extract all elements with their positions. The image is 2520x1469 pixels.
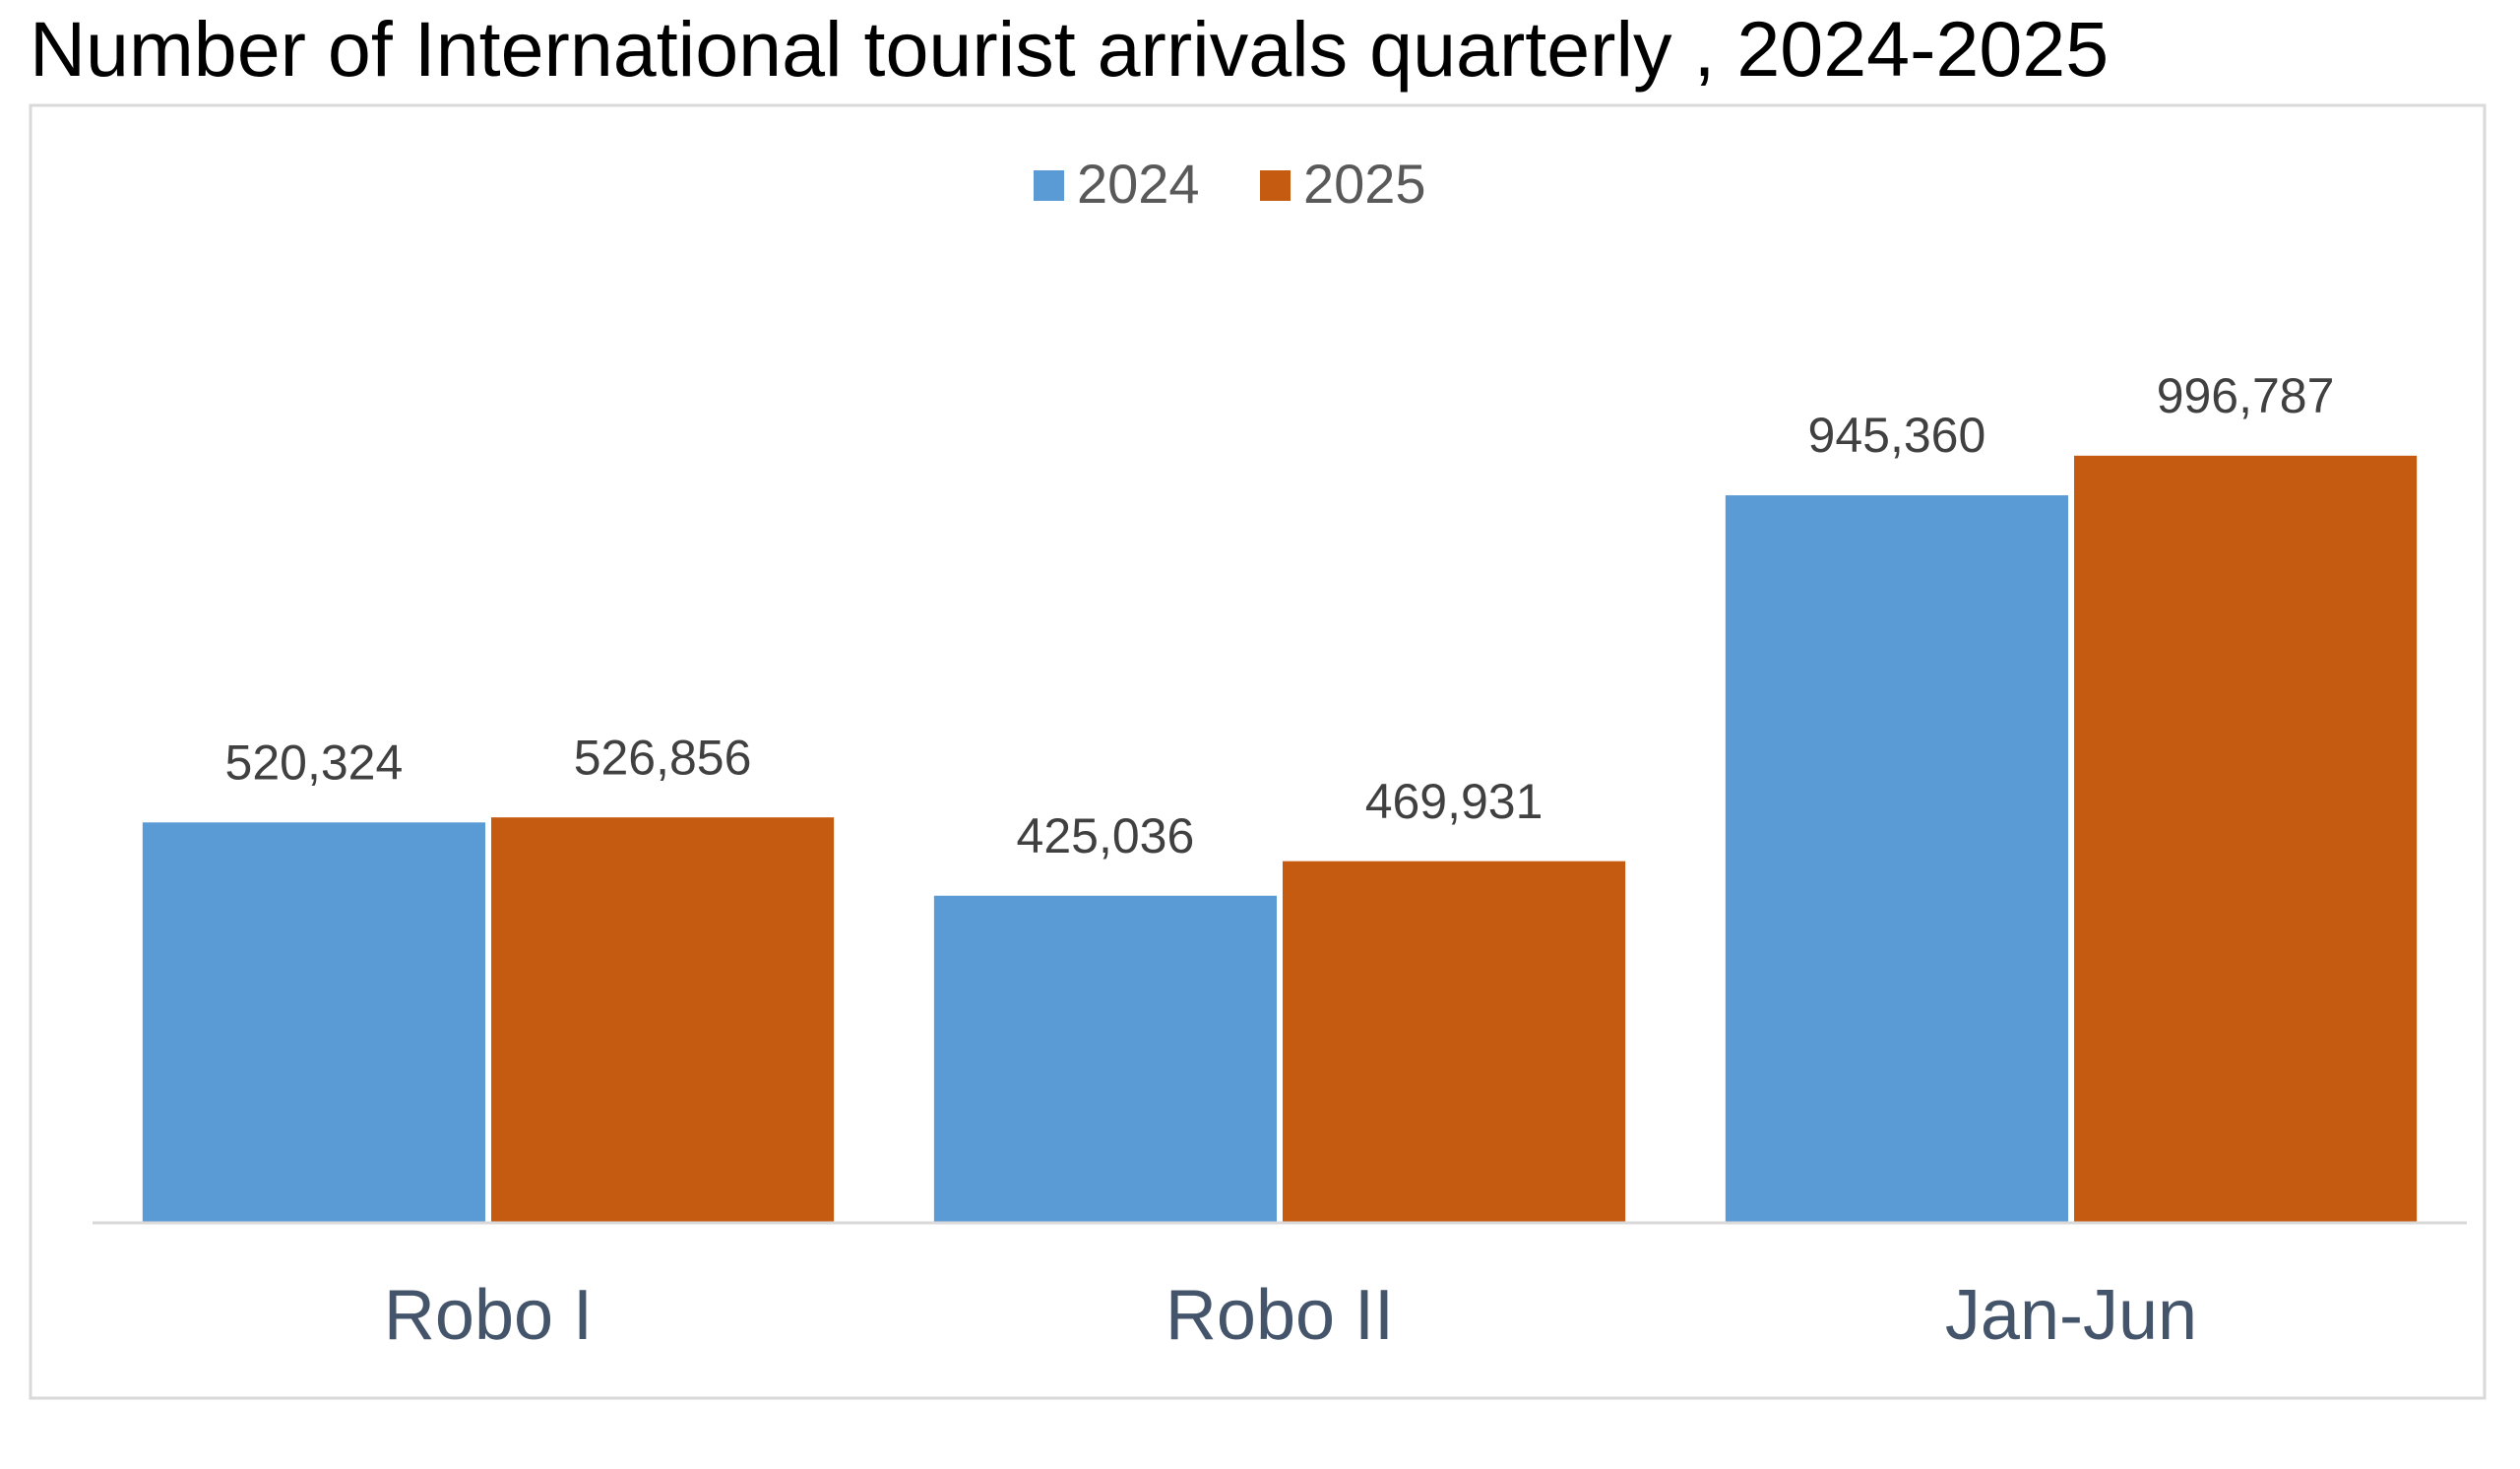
x-tick-label: Jan-Jun [1945,1276,2197,1355]
bar [933,895,1277,1223]
legend-label: 2025 [1303,153,1426,215]
bar [491,817,835,1223]
x-tick-label: Robo II [1166,1276,1394,1355]
data-label: 526,856 [574,730,752,785]
data-label: 469,931 [1365,774,1544,829]
legend-swatch [1034,170,1064,201]
data-label: 996,787 [2157,368,2335,423]
bar [2074,455,2418,1223]
chart-border [29,103,2487,1400]
bar [1725,495,2068,1224]
legend-swatch [1260,170,1291,201]
legend-label: 2024 [1077,153,1200,215]
chart-title: Number of International tourist arrivals… [30,5,2109,93]
bar [142,822,486,1223]
data-label: 945,360 [1808,408,1986,463]
data-label: 520,324 [225,734,404,790]
bar [1283,861,1626,1223]
data-label: 425,036 [1017,808,1195,863]
x-tick-label: Robo I [384,1276,593,1355]
